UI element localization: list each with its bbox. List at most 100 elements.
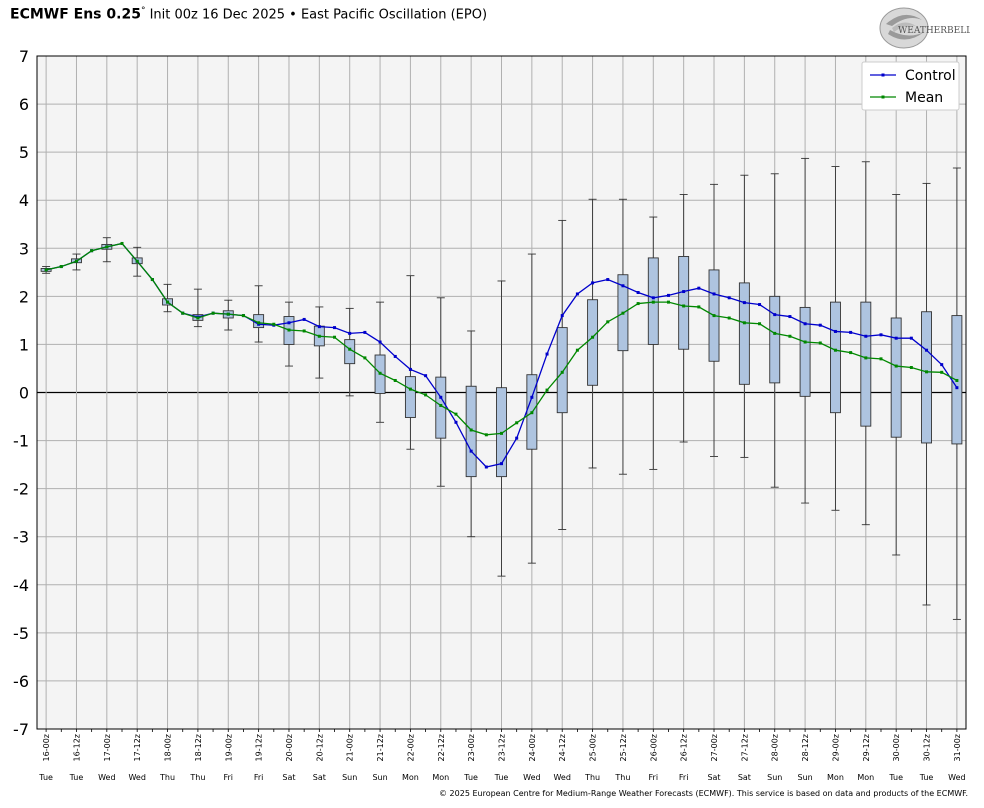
title-model: ECMWF Ens 0.25 [10,6,141,23]
series-point-control [317,325,321,329]
series-point-mean [272,322,276,326]
x-tick-label: 27-00z [710,734,719,761]
x-tick-label: 26-12z [680,734,689,761]
series-point-mean [591,335,595,339]
series-point-mean [90,249,94,253]
x-tick-label: 26-00z [649,734,658,761]
logo-text: WEATHERBELL [898,26,970,36]
x-weekday-label: Sat [707,773,720,782]
series-point-control [894,336,898,340]
series-point-mean [742,321,746,325]
series-point-control [727,296,731,300]
x-weekday-label: Thu [159,773,175,782]
series-point-mean [894,364,898,368]
box-iqr [678,256,690,350]
series-point-control [515,436,519,440]
x-tick-label: 23-00z [467,734,476,761]
series-point-control [955,386,959,390]
series-point-mean [120,241,124,245]
x-tick-label: 25-12z [619,734,628,761]
series-point-mean [864,356,868,360]
x-weekday-label: Mon [402,773,419,782]
series-point-mean [788,334,792,338]
series-point-control [484,465,488,469]
x-tick-label: 17-12z [133,734,142,761]
series-point-control [682,290,686,294]
series-point-mean [773,331,777,335]
x-tick-label: 22-12z [437,734,446,761]
x-weekday-label: Mon [827,773,844,782]
series-point-mean [196,316,200,320]
x-tick-label: 17-00z [103,734,112,761]
title-rest: Init 00z 16 Dec 2025 • East Pacific Osci… [145,7,488,23]
series-point-control [864,334,868,338]
x-weekday-label: Mon [432,773,449,782]
legend-box [861,61,960,111]
x-tick-label: 21-12z [376,734,385,761]
y-tick-label: -5 [13,624,29,643]
series-point-control [818,323,822,327]
series-point-control [651,296,655,300]
x-weekday-label: Tue [888,773,903,782]
series-point-mean [150,278,154,282]
x-weekday-label: Wed [523,773,540,782]
x-weekday-label: Sat [313,773,326,782]
box-whisker [738,174,750,458]
series-point-mean [818,341,822,345]
y-tick-label: -2 [13,480,29,499]
x-tick-label: 20-00z [285,734,294,761]
series-point-mean [697,305,701,309]
x-tick-label: 27-12z [740,734,749,761]
x-weekday-label: Sun [372,773,387,782]
series-point-control [333,326,337,330]
x-tick-label: 28-00z [771,734,780,761]
series-point-control [545,352,549,356]
y-tick-label: 5 [19,143,29,162]
box-whisker [404,275,416,450]
x-weekday-label: Sat [738,773,751,782]
y-tick-label: 0 [19,384,29,403]
x-tick-label: 21-00z [346,734,355,761]
series-point-control [636,291,640,295]
series-point-mean [909,366,913,370]
series-point-control [302,317,306,321]
x-weekday-label: Tue [494,773,509,782]
x-tick-label: 24-00z [528,734,537,761]
series-point-mean [181,311,185,315]
series-point-control [833,329,837,333]
series-point-mean [166,300,170,304]
series-point-mean [849,351,853,355]
series-point-mean [454,412,458,416]
y-tick-label: -1 [13,432,29,451]
box-whisker [860,161,872,526]
series-point-control [621,284,625,288]
series-point-mean [302,329,306,333]
series-point-control [606,278,610,282]
x-weekday-label: Fri [254,773,264,782]
box-whisker [556,219,568,530]
x-tick-label: 18-00z [164,734,173,761]
x-weekday-label: Thu [614,773,630,782]
x-weekday-label: Mon [857,773,874,782]
series-point-mean [59,265,63,269]
box-whisker [799,157,811,504]
series-point-mean [469,428,473,432]
series-point-mean [879,357,883,361]
series-point-control [560,314,564,318]
series-point-control [408,367,412,371]
x-weekday-label: Tue [919,773,934,782]
series-point-control [393,354,397,358]
x-weekday-label: Sun [797,773,812,782]
plot-border [36,55,967,730]
x-weekday-label: Fri [223,773,233,782]
x-weekday-label: Tue [69,773,84,782]
x-tick-label: 23-12z [498,734,507,761]
series-point-control [697,286,701,290]
series-point-mean [408,387,412,391]
x-weekday-label: Fri [649,773,659,782]
box-iqr [799,306,811,397]
series-point-control [575,292,579,296]
series-point-control [424,374,428,378]
series-point-mean [424,393,428,397]
